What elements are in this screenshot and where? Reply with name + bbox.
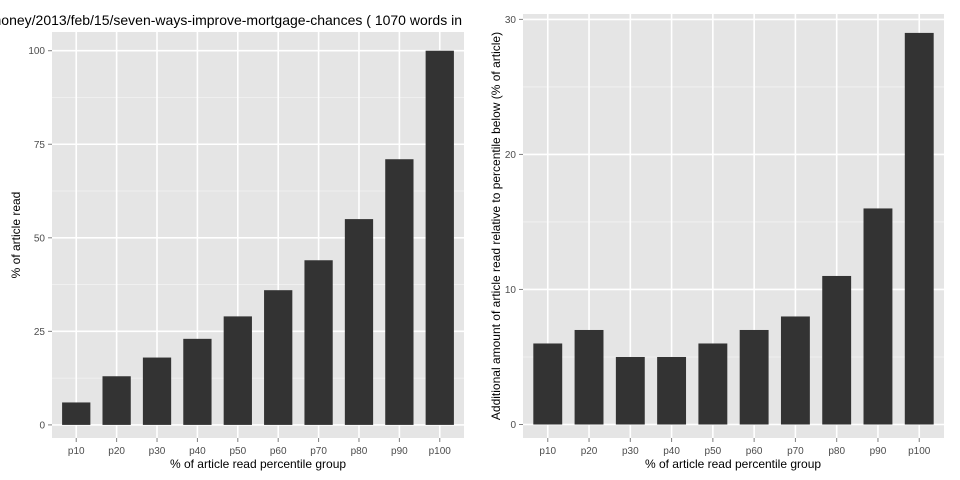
left-y-tick-label: 75 [34,140,46,151]
left-x-tick-label: p100 [429,446,452,457]
left-y-tick-label: 0 [39,420,45,431]
right-x-tick-label: p100 [908,446,931,457]
left-x-axis-label: % of article read percentile group [170,457,346,471]
left-x-ticks: p10 p20 p30 p40 p50 p60 p70 p80 p90 p100 [68,438,451,457]
left-bar-p20 [102,376,131,425]
right-bar-p80 [822,275,852,425]
left-x-tick-label: p40 [189,446,206,457]
right-bars [533,32,934,425]
right-x-axis-label: % of article read percentile group [645,457,821,471]
right-x-tick-label: p70 [787,446,804,457]
right-bar-p100 [904,32,934,425]
left-bar-p70 [304,260,333,425]
right-y-ticks: 0 10 20 30 [505,15,523,431]
right-bar-p50 [698,343,728,425]
right-bar-p60 [739,329,769,425]
right-bar-p30 [615,356,645,425]
right-y-tick-label: 30 [505,15,517,26]
left-bar-p40 [183,338,212,425]
right-x-tick-label: p80 [828,446,845,457]
left-y-tick-label: 25 [34,327,46,338]
right-x-tick-label: p40 [663,446,680,457]
right-x-tick-label: p10 [539,446,556,457]
left-bar-p100 [425,50,454,425]
left-x-tick-label: p90 [391,446,408,457]
left-y-axis-label: % of article read [9,192,23,279]
right-bar-p20 [574,329,604,425]
right-y-axis-label: Additional amount of article read relati… [489,32,503,420]
right-y-tick-label: 0 [510,420,516,431]
left-bar-p80 [344,219,374,425]
left-x-tick-label: p30 [149,446,166,457]
right-x-tick-label: p90 [870,446,887,457]
right-bar-p40 [657,356,687,425]
right-x-tick-label: p20 [581,446,598,457]
left-x-tick-label: p10 [68,446,85,457]
right-y-tick-label: 20 [505,150,517,161]
right-x-tick-label: p60 [746,446,763,457]
left-bar-p50 [223,316,252,425]
right-x-tick-label: p30 [622,446,639,457]
left-bar-p90 [385,159,414,425]
right-y-tick-label: 10 [505,285,517,296]
right-x-tick-label: p50 [705,446,722,457]
left-y-tick-label: 100 [28,46,45,57]
right-bar-p90 [863,208,893,425]
left-bar-p30 [142,357,172,425]
left-x-tick-label: p50 [229,446,246,457]
left-bar-p10 [62,402,91,425]
left-x-tick-label: p20 [108,446,125,457]
left-y-tick-label: 50 [34,233,46,244]
left-x-tick-label: p60 [270,446,287,457]
right-x-ticks: p10 p20 p30 p40 p50 p60 p70 p80 p90 p100 [539,438,931,457]
right-bar-p10 [533,343,563,425]
left-chart-title: money/2013/feb/15/seven-ways-improve-mor… [0,12,462,28]
left-bar-p60 [264,290,293,425]
left-x-tick-label: p70 [310,446,327,457]
left-x-tick-label: p80 [351,446,368,457]
left-y-ticks: 0 25 50 75 100 [28,46,52,431]
left-bars [62,50,454,425]
right-bar-p70 [780,316,810,425]
